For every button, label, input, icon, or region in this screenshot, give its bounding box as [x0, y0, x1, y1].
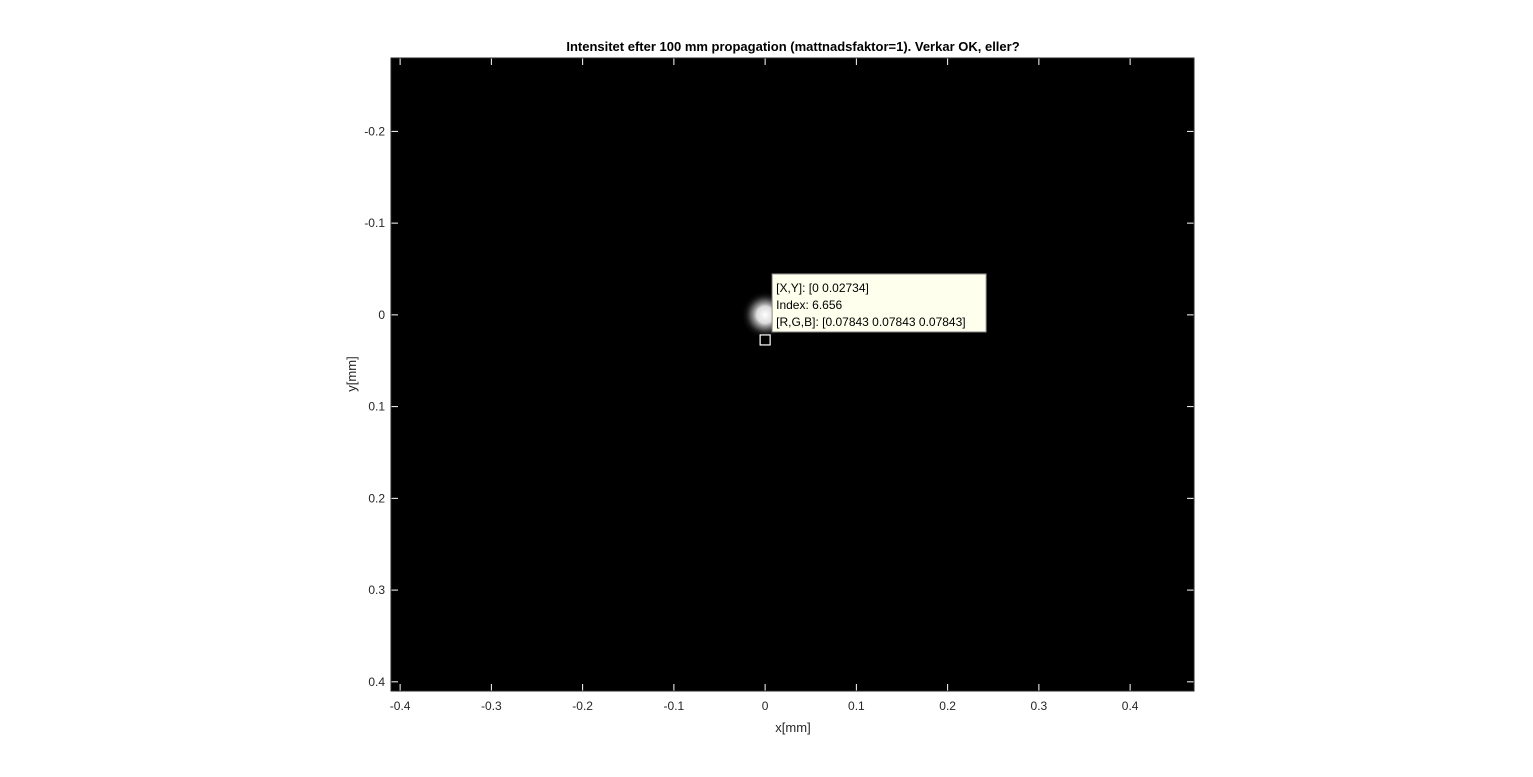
datatip-marker[interactable] [759, 334, 771, 346]
x-axis-label: x[mm] [775, 720, 810, 735]
y-tick-label: 0.4 [368, 675, 385, 689]
image-area[interactable] [391, 58, 1194, 691]
x-tick-label: -0.4 [390, 699, 411, 713]
x-tick-label: 0.1 [848, 699, 865, 713]
datatip-line: Index: 6.656 [776, 298, 842, 312]
x-tick-label: 0.2 [939, 699, 956, 713]
datatip-line: [X,Y]: [0 0.02734] [776, 281, 869, 295]
datatip-box[interactable]: [X,Y]: [0 0.02734] Index: 6.656 [R,G,B]: [… [771, 273, 987, 333]
y-tick-label: 0 [378, 308, 385, 322]
y-axis-label: y[mm] [344, 356, 359, 391]
x-tick-label: 0.4 [1122, 699, 1139, 713]
y-tick-label: 0.2 [368, 491, 385, 505]
x-tick-label: -0.2 [572, 699, 593, 713]
x-tick-label: 0.3 [1031, 699, 1048, 713]
chart-title: Intensitet efter 100 mm propagation (mat… [566, 39, 1019, 54]
y-tick-label: 0.1 [368, 400, 385, 414]
x-tick-label: 0 [762, 699, 769, 713]
y-tick-label: -0.2 [364, 124, 385, 138]
x-tick-label: -0.3 [481, 699, 502, 713]
datatip-background [771, 273, 987, 333]
y-tick-label: 0.3 [368, 583, 385, 597]
x-tick-label: -0.1 [664, 699, 685, 713]
datatip-line: [R,G,B]: [0.07843 0.07843 0.07843] [776, 315, 965, 329]
y-tick-label: -0.1 [364, 216, 385, 230]
axes-box [390, 57, 1195, 692]
